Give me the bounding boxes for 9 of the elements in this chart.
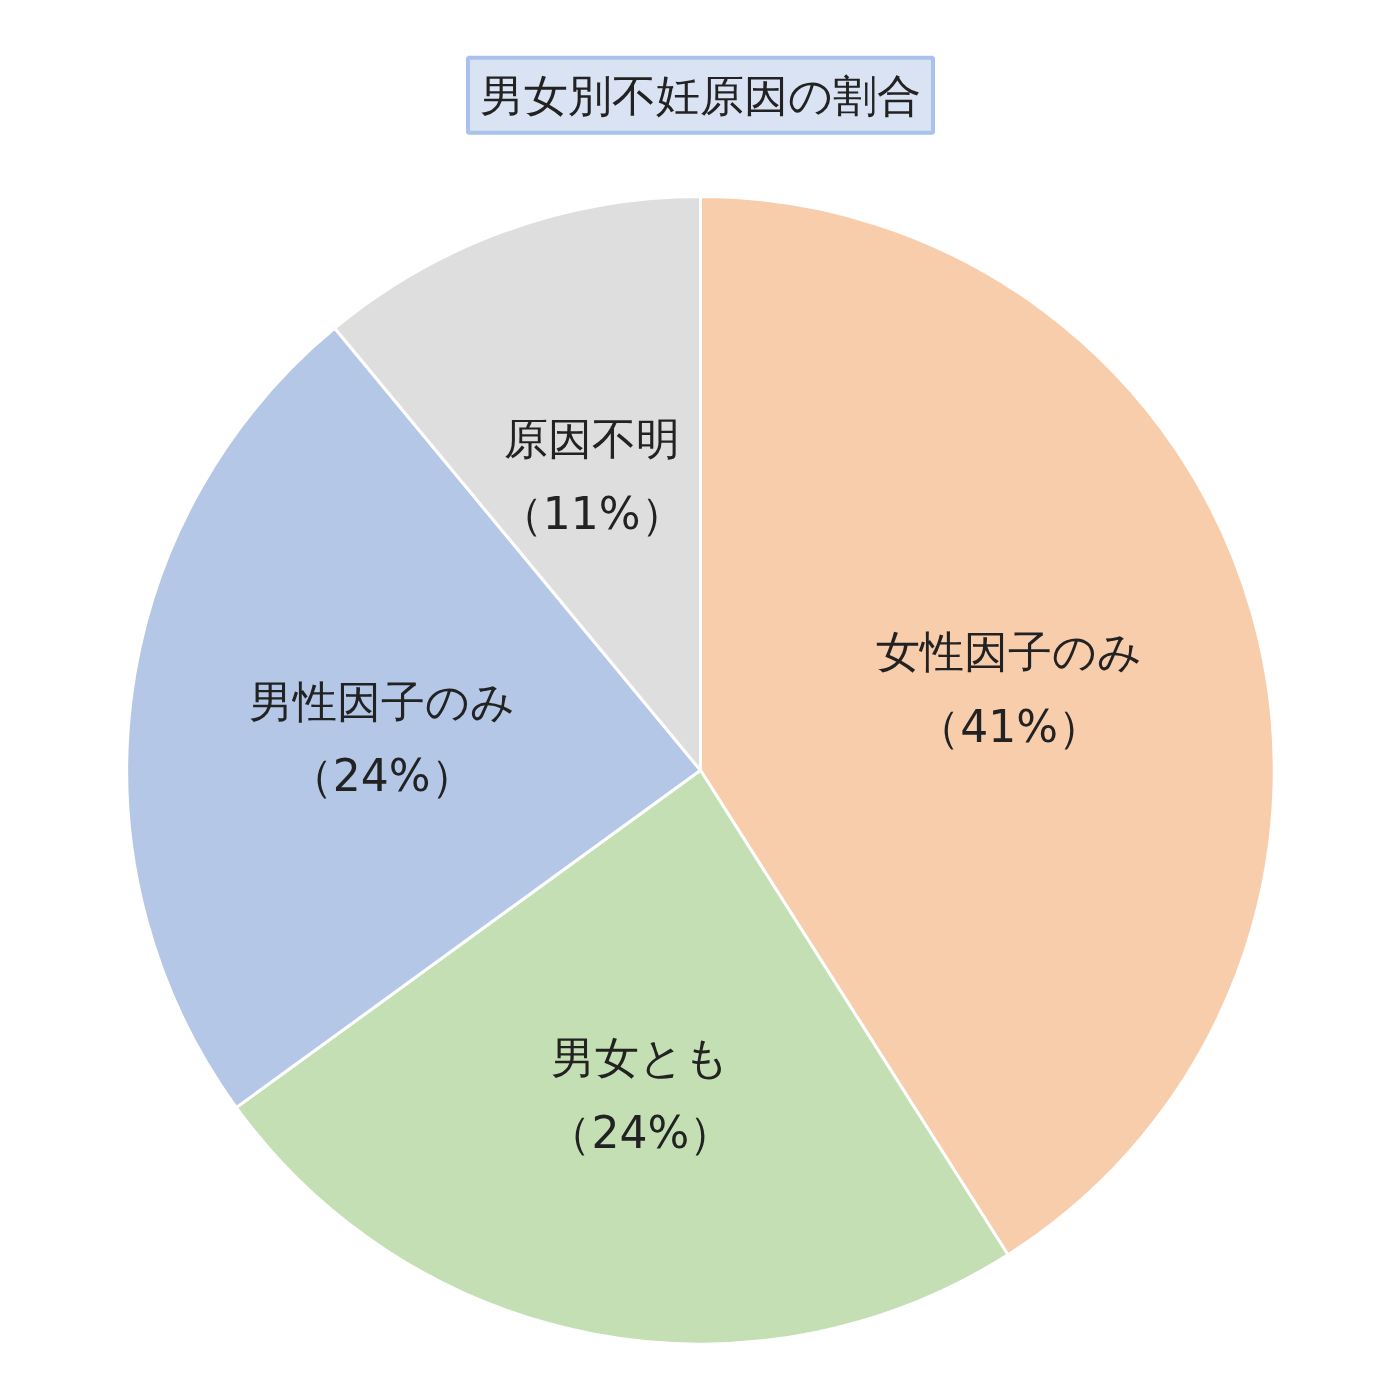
data-label: （24%） bbox=[288, 750, 475, 802]
chart-title: 男女別不妊原因の割合 bbox=[480, 69, 921, 121]
slice-label: 女性因子のみ bbox=[876, 626, 1143, 678]
data-label: （24%） bbox=[547, 1106, 734, 1158]
slice-label: 男性因子のみ bbox=[248, 675, 515, 727]
data-label: （41%） bbox=[916, 701, 1102, 752]
slice-label: 原因不明 bbox=[503, 413, 680, 465]
slice-label: 男女とも bbox=[551, 1032, 730, 1084]
data-label: （11%） bbox=[498, 488, 685, 540]
